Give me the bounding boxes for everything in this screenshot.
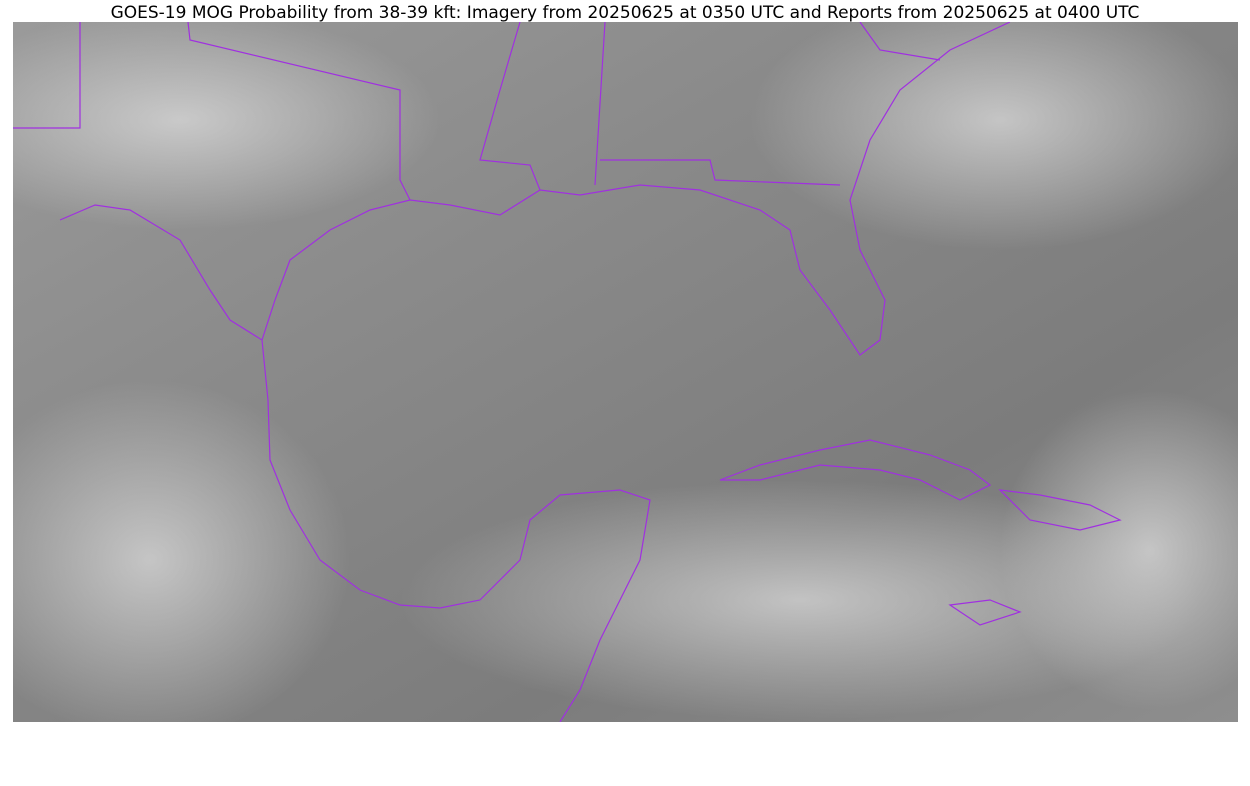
map — [13, 22, 1238, 722]
cloud-shading — [400, 480, 1200, 720]
title: GOES-19 MOG Probability from 38-39 kft: … — [111, 3, 1140, 23]
cloud-shading — [750, 22, 1238, 250]
cloud-shading — [1000, 390, 1238, 710]
cloud-shading — [13, 380, 350, 722]
coastlines — [13, 22, 1122, 722]
